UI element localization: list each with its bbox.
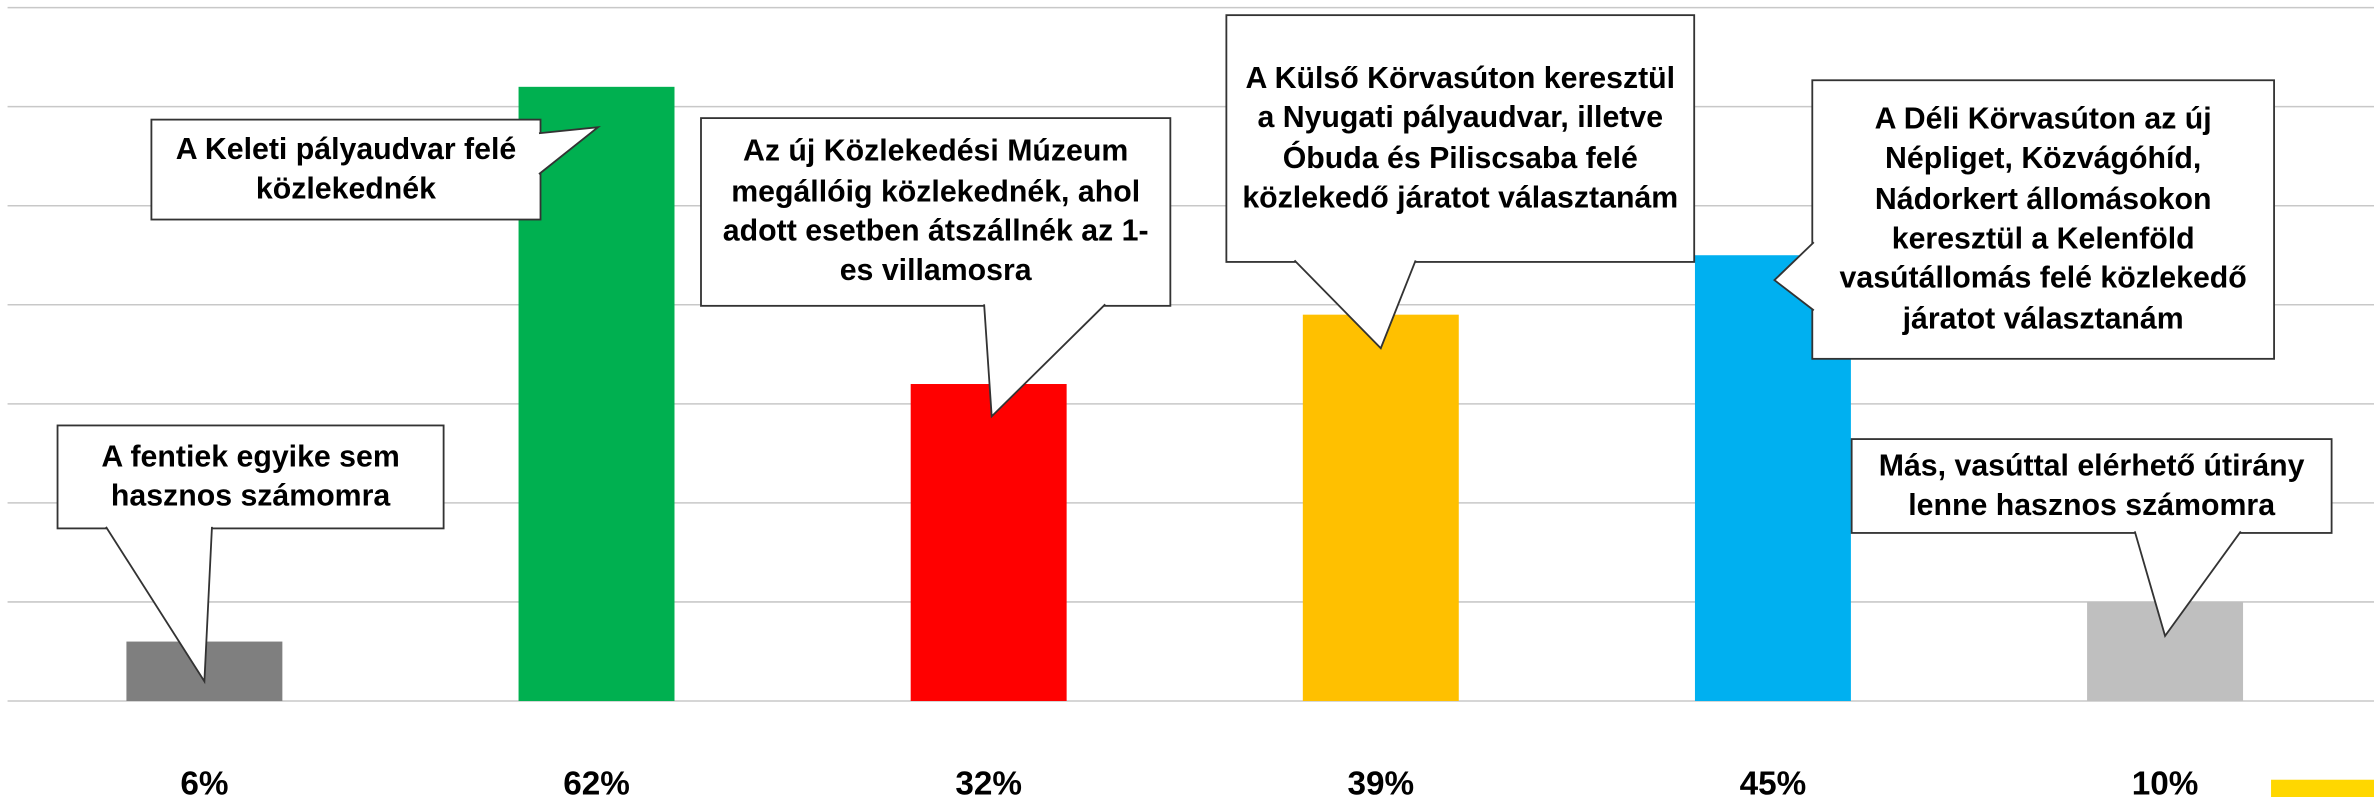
callout-pointer-fill xyxy=(2134,531,2241,636)
category-label: A Déli Körvasúton az új Népliget, Közvág… xyxy=(1839,102,2247,336)
callout-pointer xyxy=(2133,530,2242,638)
value-label: 45% xyxy=(1740,766,1807,797)
bar xyxy=(518,86,675,702)
callout: A fentiek egyike sem hasznos számomra xyxy=(101,439,400,514)
callout-box xyxy=(56,424,445,530)
value-label: 10% xyxy=(2132,766,2199,797)
category-label: Más, vasúttal elérhető útirány lenne has… xyxy=(1878,449,2305,523)
callout: A Külső Körvasúton keresztül a Nyugati p… xyxy=(1242,61,1679,215)
callout: Más, vasúttal elérhető útirány lenne has… xyxy=(1878,449,2305,523)
callout-pointer-fill xyxy=(984,304,1106,417)
callout-pointer xyxy=(983,303,1106,419)
category-label: A Külső Körvasúton keresztül a Nyugati p… xyxy=(1242,61,1679,215)
callout-box xyxy=(700,117,1172,307)
callout: A Déli Körvasúton az új Népliget, Közvág… xyxy=(1839,102,2247,336)
category-label: A Keleti pályaudvar felé közlekednék xyxy=(175,132,517,206)
category-label: A fentiek egyike sem hasznos számomra xyxy=(101,439,400,514)
callout-pointer xyxy=(538,125,602,175)
value-label: 32% xyxy=(955,766,1022,797)
category-label: Az új Közlekedési Múzeum megállóig közle… xyxy=(722,135,1149,289)
bar xyxy=(1302,314,1459,702)
callout-box xyxy=(150,118,542,221)
bar xyxy=(910,384,1067,702)
callout-pointer xyxy=(1293,259,1417,350)
callout-pointer-fill xyxy=(105,526,212,682)
callout: Az új Közlekedési Múzeum megállóig közle… xyxy=(722,135,1149,289)
callout: A Keleti pályaudvar felé közlekednék xyxy=(175,132,517,206)
callout-pointer-fill xyxy=(1774,242,1814,311)
value-label: 6% xyxy=(180,766,228,797)
corner-tab xyxy=(2271,779,2374,797)
callout-box xyxy=(1811,79,2275,360)
value-label: 39% xyxy=(1347,766,1414,797)
value-label: 62% xyxy=(563,766,630,797)
callout-pointer xyxy=(1773,241,1815,312)
callout-pointer xyxy=(105,526,213,685)
callout-pointer-fill xyxy=(1294,260,1416,349)
callout-box xyxy=(1225,14,1696,263)
callout-box xyxy=(1850,438,2333,534)
